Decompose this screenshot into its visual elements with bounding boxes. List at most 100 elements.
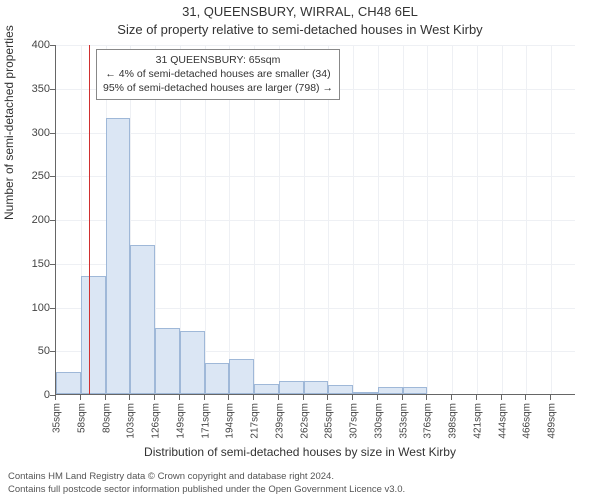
info-box-line3: 95% of semi-detached houses are larger (…: [103, 81, 333, 95]
histogram-bar: [328, 385, 353, 394]
chart-title-line2: Size of property relative to semi-detach…: [0, 22, 600, 37]
xtick-label: 103sqm: [126, 403, 137, 439]
gridline-v: [526, 45, 527, 394]
gridline-h: [56, 220, 575, 221]
ytick-label: 300: [20, 127, 50, 139]
xtick-label: 466sqm: [522, 403, 533, 439]
ytick-label: 250: [20, 170, 50, 182]
x-axis-label: Distribution of semi-detached houses by …: [0, 445, 600, 459]
ytick-label: 50: [20, 345, 50, 357]
xtick-label: 80sqm: [101, 403, 112, 433]
gridline-v: [353, 45, 354, 394]
xtick-mark: [80, 395, 81, 400]
xtick-label: 239sqm: [274, 403, 285, 439]
histogram-bar: [106, 118, 131, 394]
xtick-mark: [179, 395, 180, 400]
xtick-mark: [476, 395, 477, 400]
gridline-v: [378, 45, 379, 394]
ytick-mark: [50, 308, 55, 309]
xtick-label: 126sqm: [151, 403, 162, 439]
xtick-label: 421sqm: [472, 403, 483, 439]
ytick-mark: [50, 133, 55, 134]
histogram-bar: [254, 384, 279, 395]
y-axis-label: Number of semi-detached properties: [2, 25, 16, 220]
histogram-bar: [205, 363, 230, 394]
xtick-label: 330sqm: [373, 403, 384, 439]
xtick-mark: [377, 395, 378, 400]
histogram-bar: [353, 392, 378, 394]
ytick-label: 100: [20, 302, 50, 314]
xtick-label: 489sqm: [547, 403, 558, 439]
ytick-mark: [50, 45, 55, 46]
histogram-bar: [155, 328, 180, 394]
xtick-label: 194sqm: [225, 403, 236, 439]
xtick-mark: [402, 395, 403, 400]
xtick-label: 285sqm: [324, 403, 335, 439]
xtick-mark: [327, 395, 328, 400]
xtick-mark: [204, 395, 205, 400]
xtick-mark: [525, 395, 526, 400]
plot-area: 31 QUEENSBURY: 65sqm← 4% of semi-detache…: [55, 45, 575, 395]
xtick-label: 58sqm: [76, 403, 87, 433]
ytick-label: 0: [20, 389, 50, 401]
xtick-label: 376sqm: [423, 403, 434, 439]
info-box-line1: 31 QUEENSBURY: 65sqm: [103, 53, 333, 67]
ytick-label: 200: [20, 214, 50, 226]
xtick-label: 398sqm: [448, 403, 459, 439]
property-marker-line: [89, 45, 90, 394]
ytick-mark: [50, 220, 55, 221]
gridline-v: [452, 45, 453, 394]
ytick-label: 150: [20, 258, 50, 270]
chart-container: 31, QUEENSBURY, WIRRAL, CH48 6EL Size of…: [0, 0, 600, 500]
xtick-mark: [129, 395, 130, 400]
gridline-v: [403, 45, 404, 394]
histogram-bar: [304, 381, 329, 394]
gridline-h: [56, 176, 575, 177]
xtick-mark: [253, 395, 254, 400]
chart-title-line1: 31, QUEENSBURY, WIRRAL, CH48 6EL: [0, 4, 600, 19]
xtick-label: 444sqm: [497, 403, 508, 439]
histogram-bar: [378, 387, 403, 394]
xtick-mark: [451, 395, 452, 400]
xtick-label: 217sqm: [250, 403, 261, 439]
xtick-mark: [303, 395, 304, 400]
xtick-mark: [105, 395, 106, 400]
xtick-mark: [154, 395, 155, 400]
ytick-mark: [50, 176, 55, 177]
ytick-label: 350: [20, 83, 50, 95]
gridline-v: [502, 45, 503, 394]
xtick-label: 262sqm: [299, 403, 310, 439]
xtick-mark: [352, 395, 353, 400]
ytick-label: 400: [20, 39, 50, 51]
histogram-bar: [81, 276, 106, 394]
histogram-bar: [403, 387, 428, 394]
xtick-mark: [501, 395, 502, 400]
ytick-mark: [50, 89, 55, 90]
histogram-bar: [279, 381, 304, 394]
gridline-v: [477, 45, 478, 394]
histogram-bar: [56, 372, 81, 394]
ytick-mark: [50, 264, 55, 265]
xtick-mark: [55, 395, 56, 400]
xtick-mark: [228, 395, 229, 400]
xtick-label: 353sqm: [398, 403, 409, 439]
histogram-bar: [180, 331, 205, 394]
footer-line1: Contains HM Land Registry data © Crown c…: [8, 471, 405, 483]
xtick-label: 35sqm: [52, 403, 63, 433]
xtick-mark: [426, 395, 427, 400]
info-box-line2: ← 4% of semi-detached houses are smaller…: [103, 67, 333, 81]
gridline-h: [56, 45, 575, 46]
xtick-label: 149sqm: [175, 403, 186, 439]
gridline-v: [427, 45, 428, 394]
histogram-bar: [229, 359, 254, 394]
footer-line2: Contains full postcode sector informatio…: [8, 484, 405, 496]
info-box: 31 QUEENSBURY: 65sqm← 4% of semi-detache…: [96, 49, 340, 100]
xtick-mark: [278, 395, 279, 400]
xtick-label: 307sqm: [349, 403, 360, 439]
xtick-mark: [550, 395, 551, 400]
gridline-v: [551, 45, 552, 394]
gridline-h: [56, 133, 575, 134]
xtick-label: 171sqm: [200, 403, 211, 439]
ytick-mark: [50, 351, 55, 352]
footer-attribution: Contains HM Land Registry data © Crown c…: [8, 471, 405, 496]
